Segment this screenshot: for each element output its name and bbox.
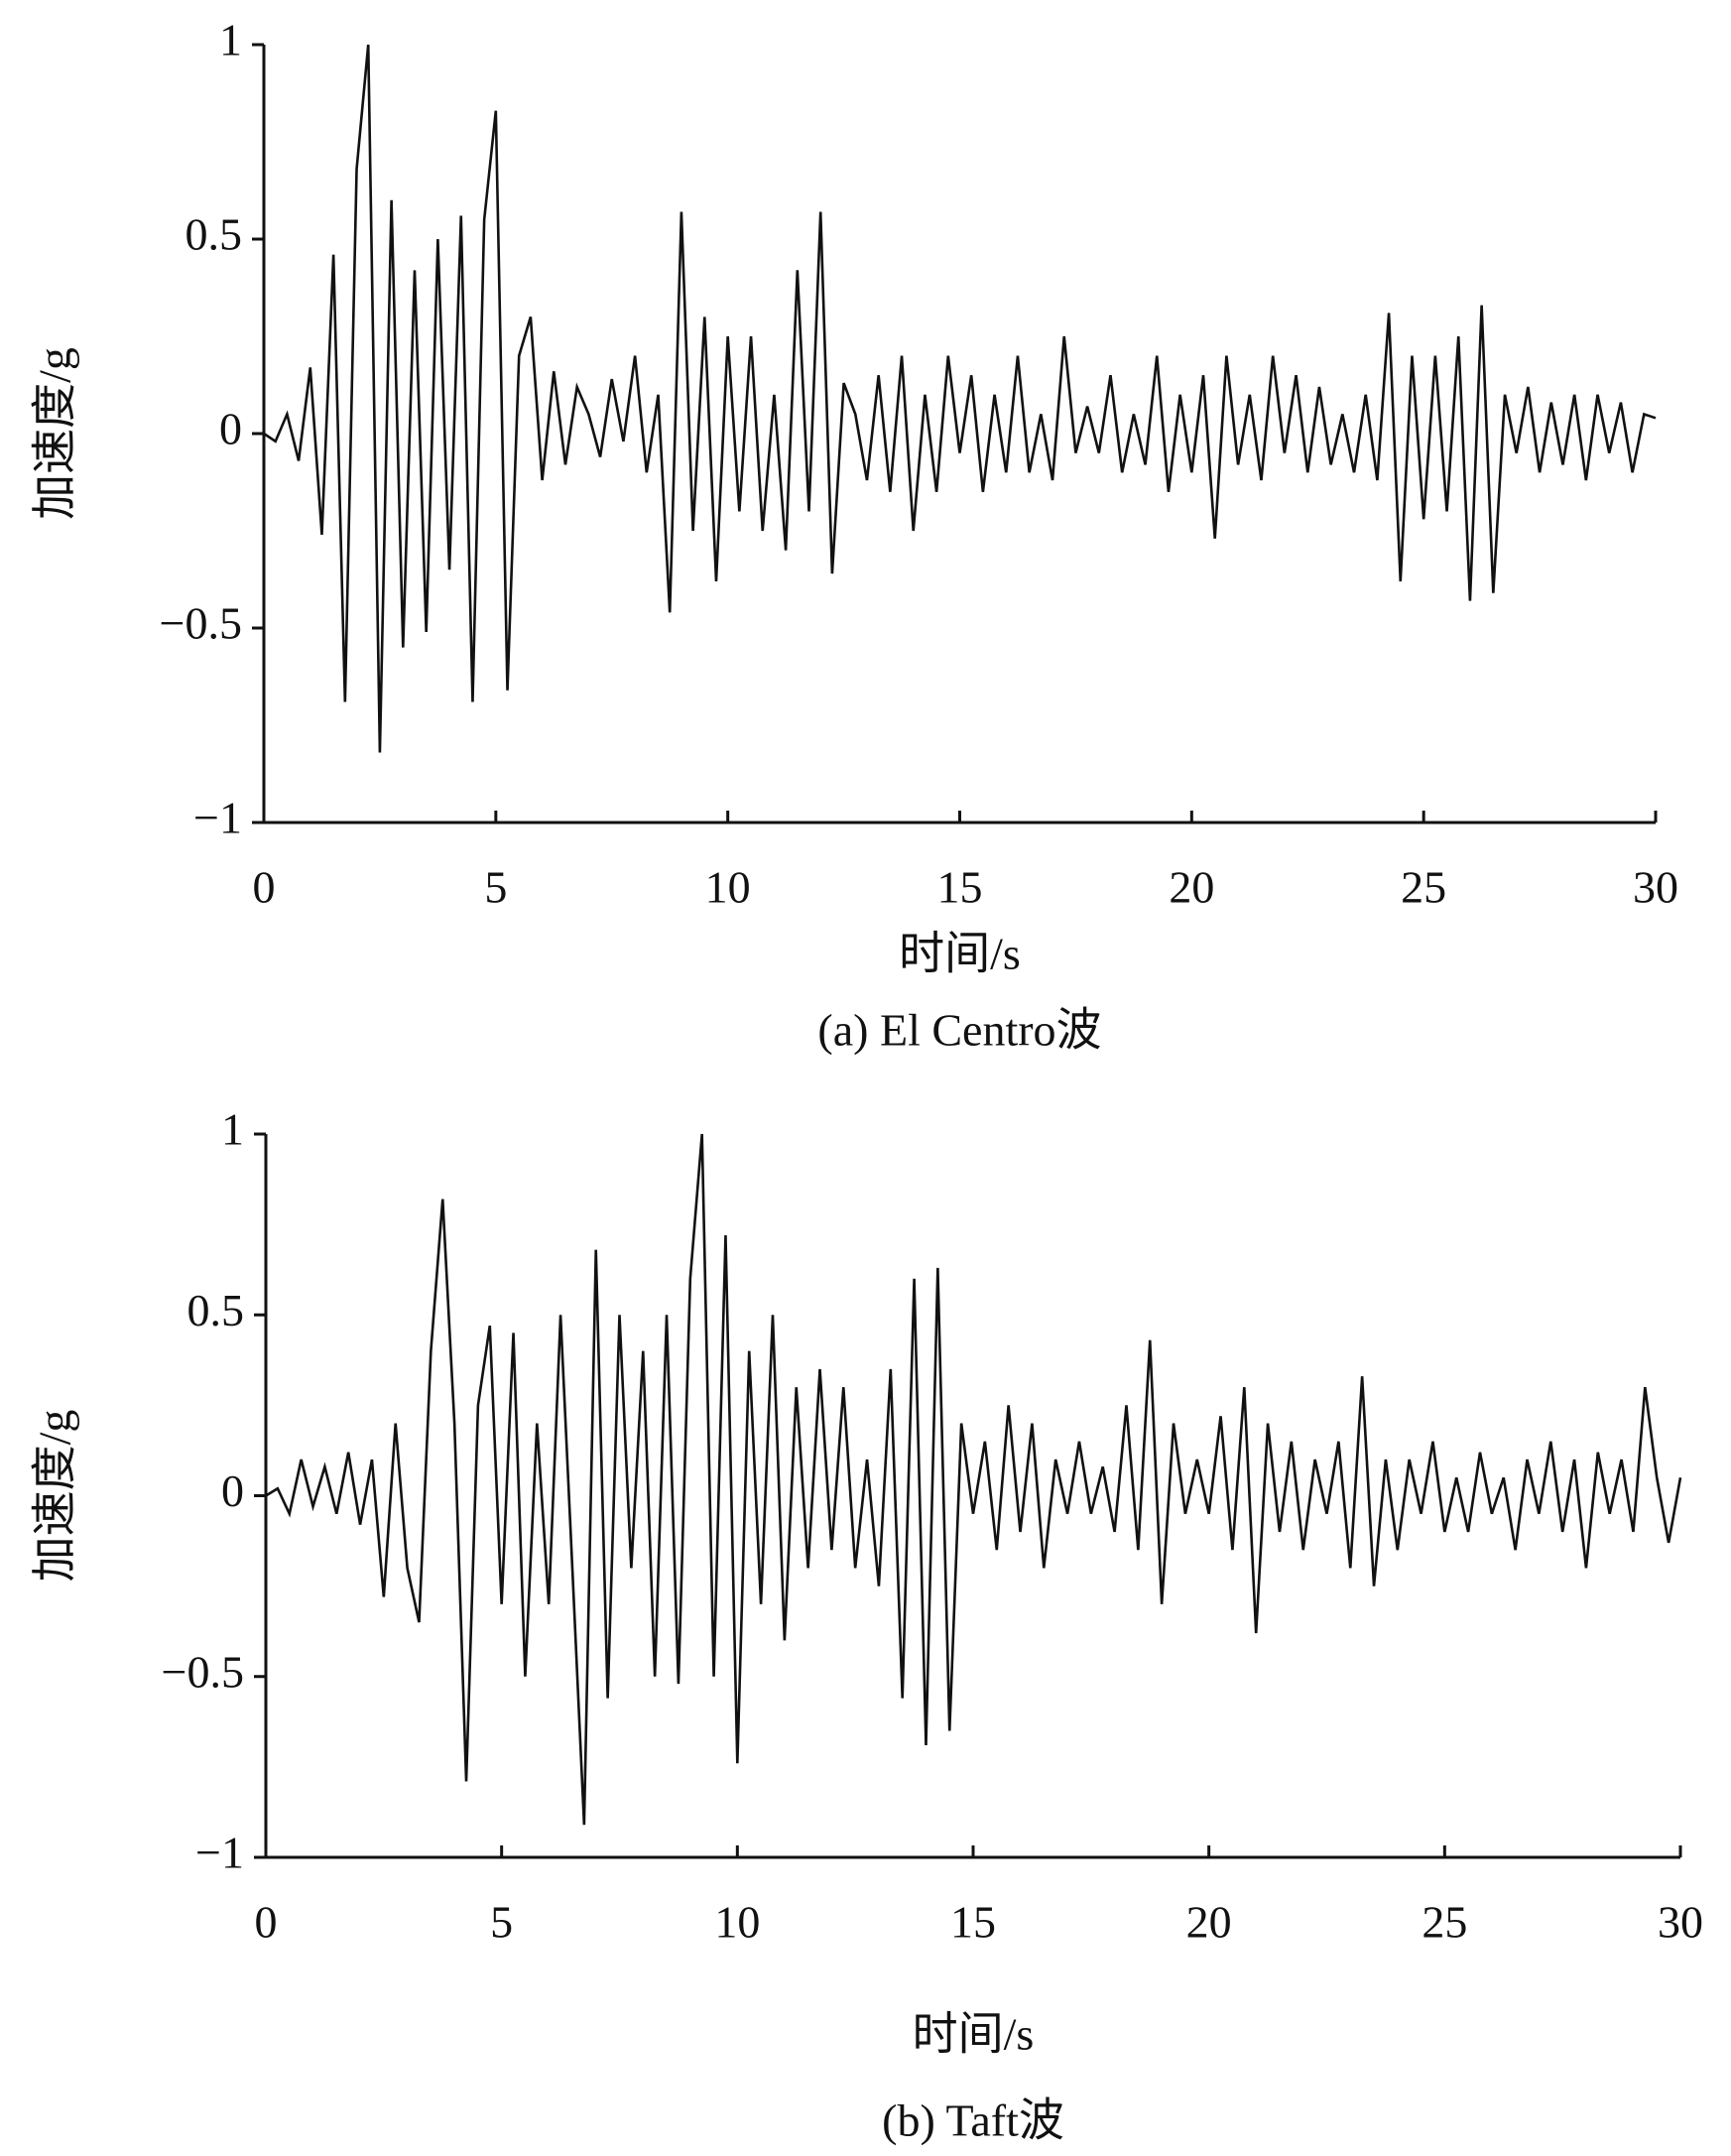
y-tick-label: −1	[195, 1828, 244, 1878]
x-tick-label: 15	[937, 862, 983, 913]
x-axis-label: 时间/s	[913, 2009, 1035, 2060]
caption: (b) Taft波	[882, 2095, 1064, 2146]
x-tick-label: 0	[253, 862, 276, 913]
y-tick-label: 0	[221, 1465, 244, 1516]
x-tick-label: 30	[1658, 1897, 1703, 1948]
y-axis-label: 加速度/g	[30, 1410, 80, 1583]
y-tick-label: −1	[193, 793, 242, 843]
y-tick-label: 1	[221, 1104, 244, 1155]
x-tick-label: 15	[950, 1897, 996, 1948]
x-tick-label: 20	[1169, 862, 1214, 913]
x-tick-label: 0	[255, 1897, 278, 1948]
y-axis-label: 加速度/g	[30, 347, 80, 520]
y-tick-label: 0.5	[185, 209, 243, 260]
y-tick-label: 0	[219, 404, 242, 454]
x-tick-label: 25	[1401, 862, 1446, 913]
y-tick-label: 1	[219, 15, 242, 65]
caption: (a) El Centro波	[817, 1005, 1101, 1056]
x-tick-label: 5	[484, 862, 507, 913]
data-line	[263, 44, 1657, 753]
y-tick-label: −0.5	[160, 598, 242, 649]
x-tick-label: 5	[490, 1897, 513, 1948]
x-tick-label: 10	[714, 1897, 760, 1948]
x-tick-label: 10	[705, 862, 751, 913]
x-axis-label: 时间/s	[899, 929, 1021, 979]
x-tick-label: 20	[1186, 1897, 1232, 1948]
data-line	[265, 1133, 1682, 1826]
x-tick-label: 30	[1633, 862, 1678, 913]
y-tick-label: −0.5	[162, 1646, 244, 1697]
x-tick-label: 25	[1422, 1897, 1467, 1948]
y-tick-label: 0.5	[187, 1285, 245, 1335]
